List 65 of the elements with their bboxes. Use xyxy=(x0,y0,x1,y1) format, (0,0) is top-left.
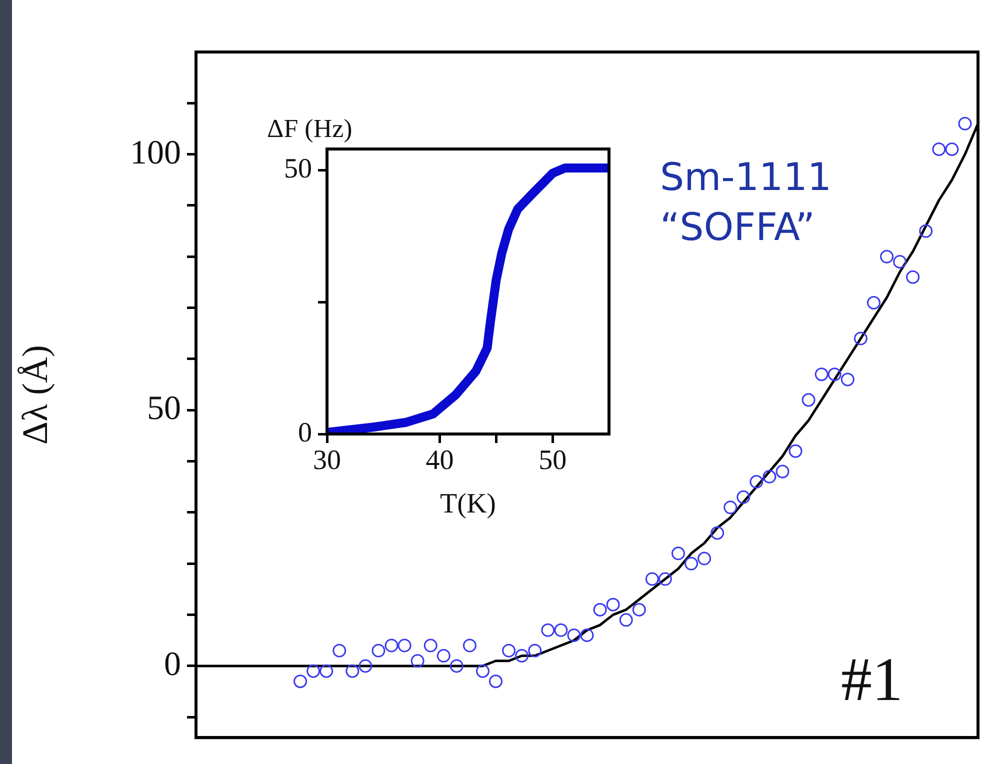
point xyxy=(294,674,308,688)
point xyxy=(502,644,516,658)
x-tick-label: 30 xyxy=(313,445,341,476)
point xyxy=(710,526,724,540)
x-tick-label: 40 xyxy=(426,445,454,476)
point xyxy=(814,368,828,382)
point xyxy=(554,623,568,637)
point xyxy=(698,552,712,566)
point xyxy=(593,602,607,616)
point xyxy=(450,659,464,673)
x-tick-label: 50 xyxy=(538,445,567,476)
y-tick-label: 0 xyxy=(298,417,312,448)
point xyxy=(658,572,672,586)
point xyxy=(515,648,529,662)
annotation: #1 xyxy=(841,646,903,714)
point xyxy=(854,332,868,346)
annotation: “SOFFA” xyxy=(660,205,815,249)
point xyxy=(476,664,490,678)
point xyxy=(306,664,320,678)
point xyxy=(671,546,685,560)
point xyxy=(619,613,633,627)
point xyxy=(958,116,972,130)
point xyxy=(567,628,581,642)
point xyxy=(632,602,646,616)
point xyxy=(580,628,594,642)
point xyxy=(528,644,542,658)
point xyxy=(866,296,880,310)
y-tick-label: 100 xyxy=(130,134,181,172)
point xyxy=(372,644,386,658)
y-axis-title: ΔF (Hz) xyxy=(267,114,352,143)
point xyxy=(750,475,764,489)
point xyxy=(358,659,372,673)
point xyxy=(919,224,933,238)
point xyxy=(906,270,920,284)
point xyxy=(410,654,424,668)
y-tick-label: 0 xyxy=(164,646,181,683)
point xyxy=(762,470,776,484)
point xyxy=(828,368,842,382)
y-tick-label: 50 xyxy=(147,390,181,428)
point xyxy=(346,664,360,678)
point xyxy=(541,623,555,637)
point xyxy=(724,500,738,514)
point xyxy=(606,598,620,612)
point xyxy=(684,556,698,570)
point xyxy=(489,674,503,688)
point xyxy=(736,490,750,504)
point xyxy=(802,393,816,407)
point xyxy=(436,648,450,662)
point xyxy=(398,638,412,652)
point xyxy=(880,250,894,264)
point xyxy=(893,255,907,269)
x-axis-title: T(K) xyxy=(440,488,496,520)
annotation: Sm-1111 xyxy=(660,155,832,199)
point xyxy=(462,638,476,652)
y-axis-title: Δλ (Å) xyxy=(15,345,56,445)
point xyxy=(332,644,346,658)
point xyxy=(384,638,398,652)
point xyxy=(788,444,802,458)
point xyxy=(424,638,438,652)
point xyxy=(320,664,334,678)
point xyxy=(932,142,946,156)
point xyxy=(840,372,854,386)
point xyxy=(645,572,659,586)
point xyxy=(776,464,790,478)
point xyxy=(945,142,959,156)
